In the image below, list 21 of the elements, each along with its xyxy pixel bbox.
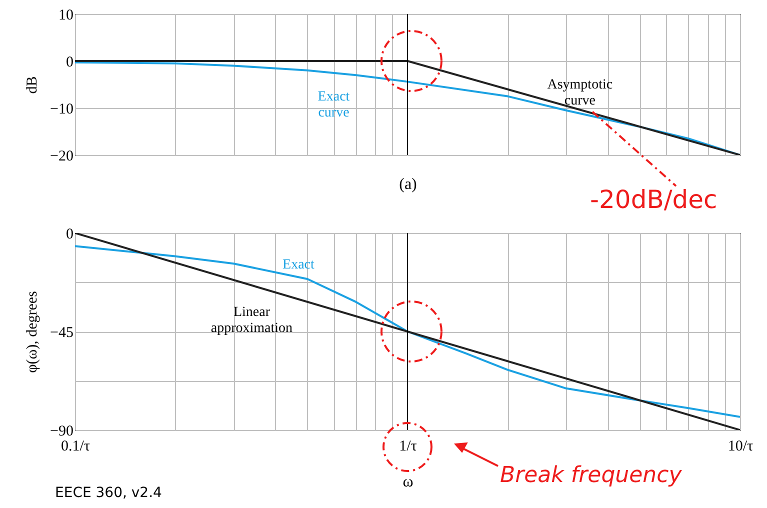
- x-axis-title: (a): [399, 176, 417, 193]
- series-label: Exact: [282, 258, 315, 273]
- x-tick-label: 1/τ: [399, 438, 417, 454]
- y-tick-label: 0: [66, 226, 74, 242]
- y-tick-label: −10: [50, 102, 74, 118]
- y-tick-label: −45: [50, 325, 74, 341]
- y-axis-title: dB: [24, 76, 40, 94]
- y-tick-label: −20: [50, 148, 74, 164]
- text: Break frequency: [500, 463, 682, 488]
- y-tick-label: 0: [66, 54, 74, 70]
- annotation: -20dB/dec: [590, 185, 718, 214]
- series-label: Asymptotic curve: [547, 78, 613, 108]
- text: EECE 360, v2.4: [55, 485, 162, 501]
- x-axis-title: ω: [402, 474, 414, 490]
- y-axis-title: φ(ω), degrees: [24, 290, 40, 373]
- x-tick-label: 10/τ: [728, 438, 754, 454]
- x-tick-label: 0.1/τ: [61, 438, 90, 454]
- y-tick-label: −90: [50, 424, 74, 440]
- series-label: Exact curve: [318, 89, 350, 120]
- y-tick-label: 10: [58, 8, 74, 24]
- series-label: Linear approximation: [210, 304, 293, 336]
